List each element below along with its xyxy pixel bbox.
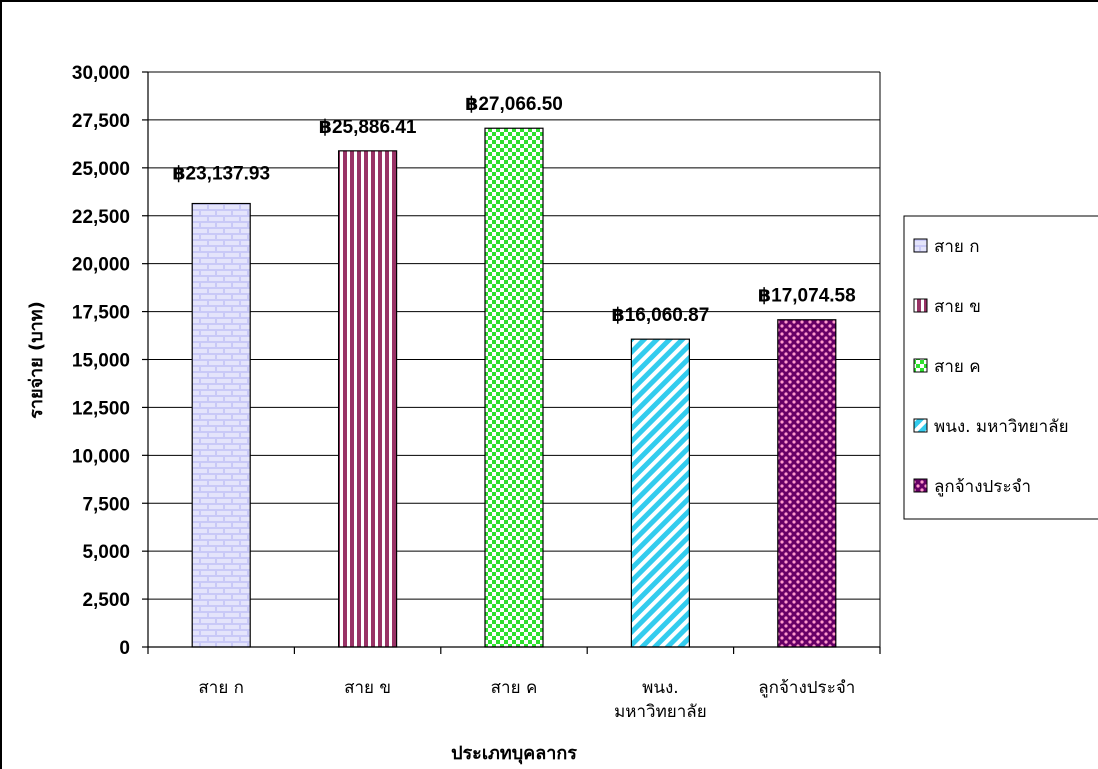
axes	[142, 71, 881, 654]
y-tick-label: 2,500	[82, 590, 130, 611]
value-label: ฿27,066.50	[465, 94, 563, 115]
category-label: สาย ค	[491, 678, 538, 698]
y-tick-label: 30,000	[72, 63, 130, 84]
y-tick-label: 7,500	[82, 494, 130, 515]
labels: 0 2,500 5,000 7,500 10,000 12,500 15,000 17,500…	[72, 63, 856, 722]
y-tick-label: 15,000	[72, 351, 130, 372]
bar-2	[338, 150, 398, 648]
legend-swatch	[913, 298, 928, 313]
y-tick-label: 22,500	[72, 207, 130, 228]
x-axis-title: ประเภทบุคลากร	[451, 743, 577, 765]
legend-label: สาย ก	[934, 237, 980, 257]
y-tick-label: 12,500	[72, 398, 130, 419]
y-axis-title: รายจ่าย (บาท)	[26, 301, 47, 419]
category-label: มหาวิทยาลัย	[614, 702, 707, 722]
value-label: ฿17,074.58	[758, 286, 856, 307]
value-label: ฿16,060.87	[612, 305, 710, 326]
legend-label: สาย ข	[934, 297, 981, 317]
value-label: ฿23,137.93	[172, 164, 270, 185]
category-label: พนง.	[642, 678, 679, 698]
legend-label: ลูกจ้างประจำ	[934, 477, 1031, 497]
y-tick-label: 5,000	[82, 542, 130, 563]
category-label: ลูกจ้างประจำ	[758, 678, 855, 698]
y-tick-label: 27,500	[72, 111, 130, 132]
legend-label: สาย ค	[934, 357, 981, 377]
bar-4	[630, 338, 691, 648]
legend-box	[903, 215, 1098, 520]
legend-swatch	[913, 238, 928, 253]
legend-swatch	[913, 478, 928, 493]
y-tick-label: 10,000	[72, 446, 130, 467]
bar-5	[777, 319, 837, 648]
bar-3	[484, 127, 544, 648]
bar-1	[191, 202, 251, 648]
y-tick-label: 25,000	[72, 159, 130, 180]
y-tick-label: 20,000	[72, 255, 130, 276]
legend-swatch	[913, 418, 928, 433]
y-tick-label: 0	[119, 638, 130, 659]
category-label: สาย ข	[344, 678, 391, 698]
legend-label: พนง. มหาวิทยาลัย	[934, 417, 1069, 437]
category-label: สาย ก	[198, 678, 244, 698]
bars	[191, 127, 837, 648]
legend-swatch	[913, 358, 928, 373]
y-tick-label: 17,500	[72, 303, 130, 324]
value-label: ฿25,886.41	[319, 117, 417, 138]
